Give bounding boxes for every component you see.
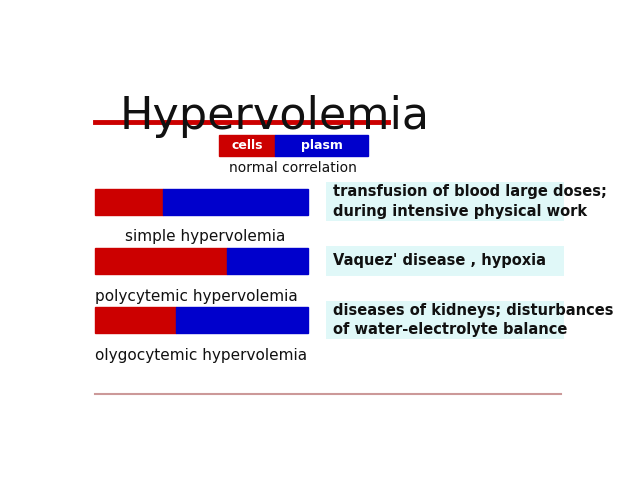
Text: transfusion of blood large doses;
during intensive physical work: transfusion of blood large doses; during… xyxy=(333,184,607,219)
Text: Vaquez' disease , hypoxia: Vaquez' disease , hypoxia xyxy=(333,253,546,268)
Text: cells: cells xyxy=(232,139,263,152)
Bar xyxy=(227,248,308,274)
Bar xyxy=(163,189,308,215)
Text: normal correlation: normal correlation xyxy=(229,161,357,175)
Text: olygocytemic hypervolemia: olygocytemic hypervolemia xyxy=(95,348,307,363)
Bar xyxy=(95,307,176,333)
Bar xyxy=(219,135,275,156)
Text: polycytemic hypervolemia: polycytemic hypervolemia xyxy=(95,288,298,304)
Text: Hypervolemia: Hypervolemia xyxy=(120,95,429,138)
Bar xyxy=(176,307,308,333)
Bar xyxy=(95,189,163,215)
Text: simple hypervolemia: simple hypervolemia xyxy=(125,229,285,244)
FancyBboxPatch shape xyxy=(326,182,564,221)
Text: diseases of kidneys; disturbances
of water-electrolyte balance: diseases of kidneys; disturbances of wat… xyxy=(333,302,614,337)
Bar xyxy=(275,135,367,156)
FancyBboxPatch shape xyxy=(326,300,564,339)
FancyBboxPatch shape xyxy=(326,246,564,276)
Text: plasm: plasm xyxy=(301,139,342,152)
Bar xyxy=(95,248,227,274)
